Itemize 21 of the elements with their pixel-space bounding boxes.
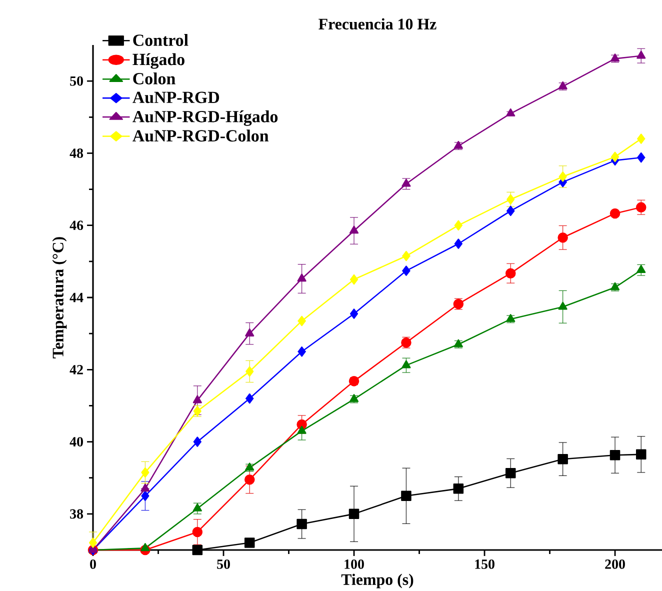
- x-tick-label: 150: [475, 559, 494, 569]
- y-tick-label: 42: [70, 365, 83, 374]
- y-tick-label: 40: [70, 437, 83, 446]
- x-tick-label: 100: [344, 559, 364, 569]
- legend-label: AuNP-RGD-Hígado: [132, 110, 278, 126]
- legend-label: Colon: [133, 72, 176, 84]
- legend-label: Hígado: [132, 53, 184, 69]
- y-tick-label: 38: [70, 509, 84, 519]
- chart-title: Frecuencia 10 Hz: [318, 18, 436, 30]
- y-tick-label: 48: [70, 148, 84, 158]
- legend-label: AuNP-RGD: [132, 92, 220, 104]
- x-axis-title: Tiempo (s): [341, 574, 414, 588]
- y-axis-title: Temperatura (°C): [52, 237, 67, 358]
- x-tick-label: 0: [90, 559, 96, 569]
- y-tick-label: 46: [70, 220, 84, 230]
- x-tick-label: 50: [217, 559, 230, 569]
- x-tick-label: 200: [605, 559, 625, 569]
- legend-label: Control: [133, 34, 188, 46]
- y-tick-label: 50: [70, 76, 83, 86]
- legend-label: AuNP-RGD-Colon: [132, 130, 269, 142]
- y-tick-label: 44: [70, 292, 84, 302]
